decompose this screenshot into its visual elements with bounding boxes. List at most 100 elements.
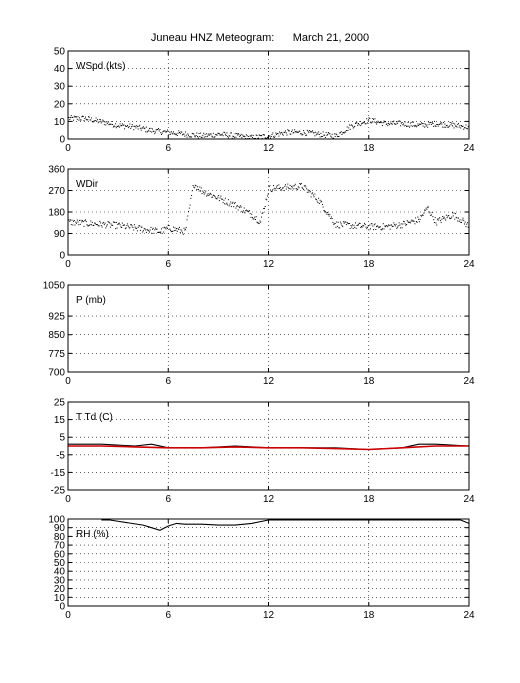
wind-direction-point xyxy=(261,216,262,218)
wind-direction-point xyxy=(180,229,182,231)
wind-direction-point xyxy=(397,226,399,228)
wind-speed-point xyxy=(464,127,465,129)
wind-speed-point xyxy=(164,130,165,132)
wind-speed-point xyxy=(220,134,222,136)
wind-speed-point xyxy=(394,123,396,125)
wind-speed-point xyxy=(383,120,385,122)
wind-speed-point xyxy=(91,121,93,123)
wind-direction-point xyxy=(83,225,85,227)
wind-speed-point xyxy=(397,120,399,122)
wind-speed-point xyxy=(275,132,277,134)
temperature-x-tick-label: 12 xyxy=(263,494,275,505)
wind-direction-point xyxy=(319,199,321,201)
wind-speed-point xyxy=(283,131,285,133)
wind-speed-point xyxy=(261,135,262,137)
wind-direction-point xyxy=(338,227,340,229)
wind-speed-point xyxy=(197,137,199,139)
wind-direction-point xyxy=(349,223,350,224)
wind-speed-point xyxy=(467,126,469,128)
wind-direction-point xyxy=(261,212,263,214)
wind-direction-point xyxy=(276,185,278,187)
wind-direction-point xyxy=(153,232,155,234)
wind-speed-point xyxy=(267,137,268,139)
wind-speed-point xyxy=(138,125,140,127)
wind-direction-point xyxy=(164,227,166,229)
wind-direction-point xyxy=(124,228,126,230)
wind-direction-point xyxy=(227,204,229,206)
wind-direction-point xyxy=(201,193,203,194)
wind-speed-point xyxy=(94,120,96,121)
pressure-y-tick-label: 850 xyxy=(48,330,65,341)
wind-speed-point xyxy=(70,115,72,117)
wind-speed-point xyxy=(83,120,85,122)
wind-direction-point xyxy=(231,202,233,204)
wind-direction-point xyxy=(387,226,389,228)
wind-direction-point xyxy=(373,224,375,226)
wind-speed-point xyxy=(298,130,300,132)
wind-speed-label: WSpd (kts) xyxy=(76,61,125,72)
wind-direction-point xyxy=(324,211,326,213)
wind-speed-point xyxy=(147,130,149,132)
wind-direction-point xyxy=(355,222,356,224)
wind-speed-point xyxy=(178,130,180,132)
wind-direction-point xyxy=(252,217,253,219)
wind-direction-point xyxy=(343,222,345,224)
relative-humidity-x-tick-label: 0 xyxy=(65,610,71,621)
wind-direction-point xyxy=(405,224,407,226)
wind-speed-point xyxy=(273,137,275,138)
wind-direction-point xyxy=(173,226,174,228)
wind-direction-point xyxy=(124,224,126,226)
wind-direction-point xyxy=(265,198,267,200)
wind-direction-point xyxy=(177,227,179,229)
wind-direction-point xyxy=(297,186,299,188)
wind-direction-point xyxy=(367,226,368,228)
wind-direction-point xyxy=(165,228,167,230)
wind-speed-point xyxy=(319,136,321,138)
relative-humidity-y-tick-label: 100 xyxy=(48,515,65,526)
wind-speed-point xyxy=(306,134,308,136)
wind-direction-point xyxy=(194,184,196,186)
wind-direction-point xyxy=(123,224,125,226)
wind-direction-point xyxy=(414,223,416,225)
wind-direction-point xyxy=(133,229,135,231)
wind-direction-point xyxy=(459,219,461,221)
wind-speed-point xyxy=(361,122,363,124)
wind-direction-point xyxy=(418,218,420,220)
wind-direction-point xyxy=(270,190,272,192)
wind-speed-point xyxy=(374,118,376,120)
wind-speed-point xyxy=(360,125,362,127)
wind-direction-point xyxy=(147,229,149,231)
wind-direction-point xyxy=(381,229,383,231)
wind-speed-point xyxy=(185,134,187,136)
wind-direction-point xyxy=(436,218,438,220)
wind-direction-point xyxy=(454,218,456,220)
wind-direction-point xyxy=(127,225,129,227)
wind-direction-point xyxy=(305,186,307,188)
wind-direction-point xyxy=(364,224,366,225)
wind-speed-point xyxy=(149,130,151,132)
wind-speed-point xyxy=(465,124,467,126)
wind-speed-point xyxy=(312,132,314,134)
wind-direction-point xyxy=(161,232,163,234)
wind-speed-point xyxy=(210,133,212,135)
wind-direction-point xyxy=(329,213,331,215)
wind-direction-point xyxy=(366,228,368,230)
pressure-y-tick-label: 700 xyxy=(48,368,65,379)
wind-speed-point xyxy=(160,132,162,134)
wind-direction-point xyxy=(119,224,121,226)
wind-direction-point xyxy=(80,219,82,221)
wind-speed-point xyxy=(270,137,271,139)
wind-direction-point xyxy=(306,188,308,190)
wind-direction-point xyxy=(461,221,462,223)
wind-speed-point xyxy=(231,137,233,139)
wind-speed-point xyxy=(255,134,257,136)
wind-speed-point xyxy=(351,124,353,126)
wind-direction-point xyxy=(406,224,408,225)
wind-speed-point xyxy=(84,118,86,119)
wind-direction-point xyxy=(122,224,124,226)
relative-humidity-series-line-1 xyxy=(101,519,470,531)
wind-direction-point xyxy=(187,215,189,217)
wind-direction-point xyxy=(369,224,371,226)
wind-speed-point xyxy=(333,133,335,135)
wind-speed-point xyxy=(85,118,87,120)
